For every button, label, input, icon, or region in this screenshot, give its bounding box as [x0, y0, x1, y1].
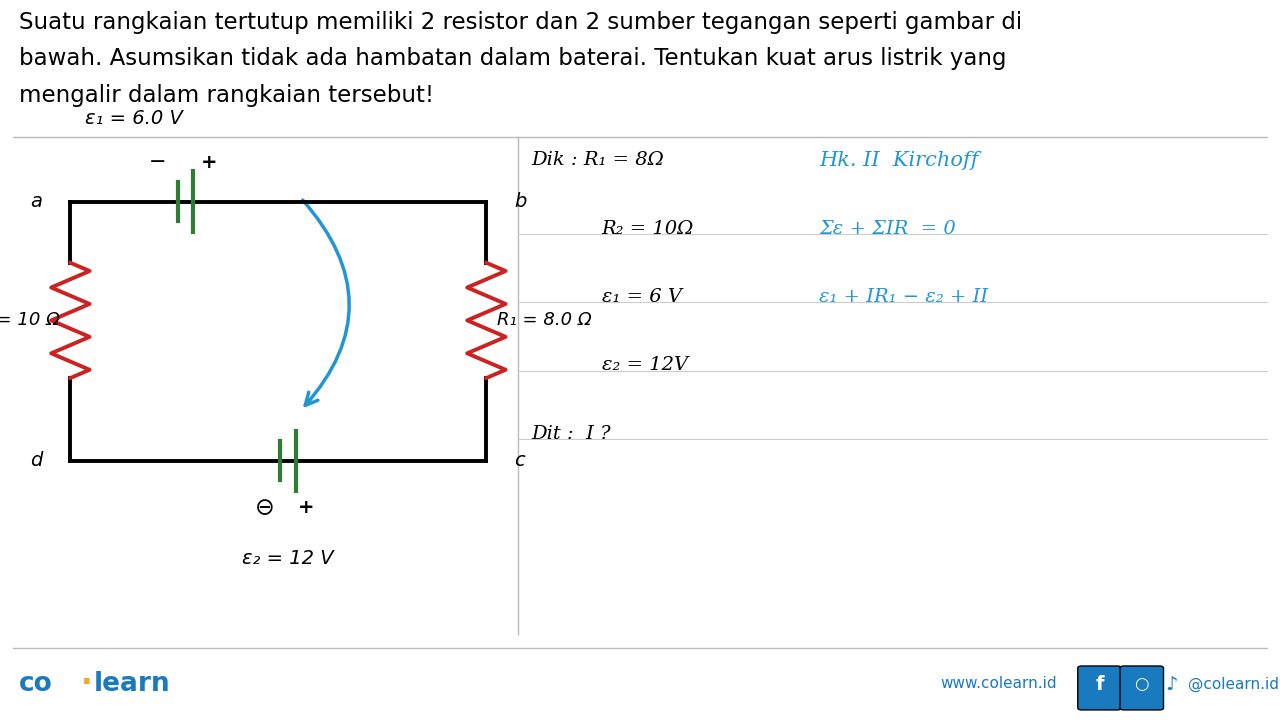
Text: d: d [29, 451, 42, 470]
Text: ε₁ + IR₁ − ε₂ + II: ε₁ + IR₁ − ε₂ + II [819, 288, 988, 306]
Text: ε₁ = 6 V: ε₁ = 6 V [602, 288, 681, 306]
Text: R₂ = 10 Ω: R₂ = 10 Ω [0, 311, 60, 330]
Text: Σε + ΣIR  = 0: Σε + ΣIR = 0 [819, 220, 956, 238]
Text: www.colearn.id: www.colearn.id [941, 677, 1057, 691]
Text: Dit :  I ?: Dit : I ? [531, 425, 611, 443]
Text: ♪: ♪ [1165, 675, 1178, 693]
Text: co: co [19, 671, 52, 697]
Text: ·: · [81, 670, 92, 698]
Text: −: − [148, 152, 166, 172]
Text: b: b [515, 192, 527, 211]
Text: a: a [31, 192, 42, 211]
Text: ε₂ = 12V: ε₂ = 12V [602, 356, 687, 374]
Text: ε₁ = 6.0 V: ε₁ = 6.0 V [86, 109, 183, 128]
Text: Suatu rangkaian tertutup memiliki 2 resistor dan 2 sumber tegangan seperti gamba: Suatu rangkaian tertutup memiliki 2 resi… [19, 11, 1023, 107]
Text: +: + [298, 498, 314, 517]
FancyArrowPatch shape [302, 200, 349, 405]
FancyBboxPatch shape [1120, 666, 1164, 710]
Text: ○: ○ [1134, 675, 1149, 693]
Text: Dik : R₁ = 8Ω: Dik : R₁ = 8Ω [531, 151, 664, 169]
Text: Hk. II  Kirchoff: Hk. II Kirchoff [819, 151, 979, 170]
Text: c: c [515, 451, 525, 470]
Text: +: + [201, 153, 216, 171]
Text: R₂ = 10Ω: R₂ = 10Ω [602, 220, 694, 238]
Text: ε₂ = 12 V: ε₂ = 12 V [242, 549, 334, 567]
Text: R₁ = 8.0 Ω: R₁ = 8.0 Ω [497, 311, 591, 330]
FancyBboxPatch shape [1078, 666, 1121, 710]
Text: @colearn.id: @colearn.id [1188, 676, 1279, 692]
Text: f: f [1096, 675, 1103, 693]
Text: learn: learn [93, 671, 170, 697]
Text: ⊖: ⊖ [255, 495, 275, 520]
